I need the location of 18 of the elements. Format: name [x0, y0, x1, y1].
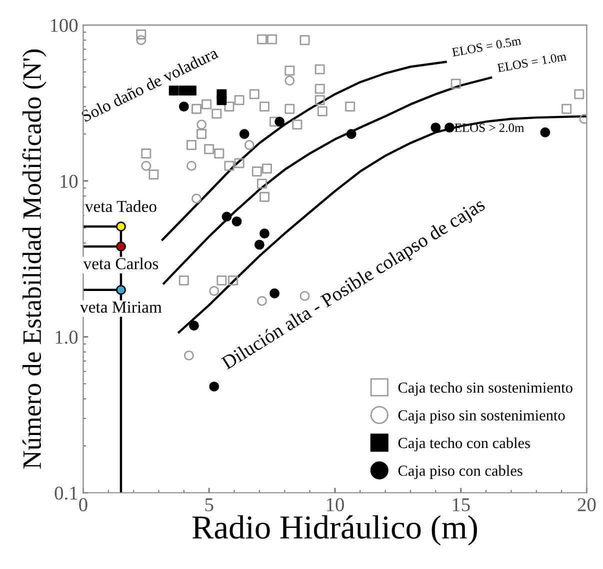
series-label: veta Carlos: [83, 258, 158, 270]
x-tick-label: 10: [326, 498, 344, 512]
y-tick-label: 100: [50, 18, 78, 32]
y-tick-label: 0.1: [54, 486, 78, 500]
x-tick-label: 15: [452, 498, 470, 512]
y-tick-label: 10: [60, 174, 78, 188]
x-tick-label: 5: [205, 498, 214, 512]
y-tick-label: 1.0: [56, 330, 78, 344]
y-axis-title: Número de Estabilidad Modificado (N'): [22, 50, 46, 469]
x-tick-label: 0: [79, 498, 88, 512]
legend-label: Caja piso con cables: [398, 465, 522, 480]
x-axis-title: Radio Hidráulico (m): [192, 515, 477, 546]
legend-label: Caja techo con cables: [398, 437, 530, 452]
legend-label: Caja piso sin sostenimiento: [398, 410, 565, 424]
legend-label: Caja techo sin sostenimiento: [398, 382, 572, 396]
x-tick-label: 20: [578, 498, 596, 512]
series-label: veta Miriam: [80, 302, 162, 313]
series-label: veta Tadeo: [84, 200, 156, 212]
